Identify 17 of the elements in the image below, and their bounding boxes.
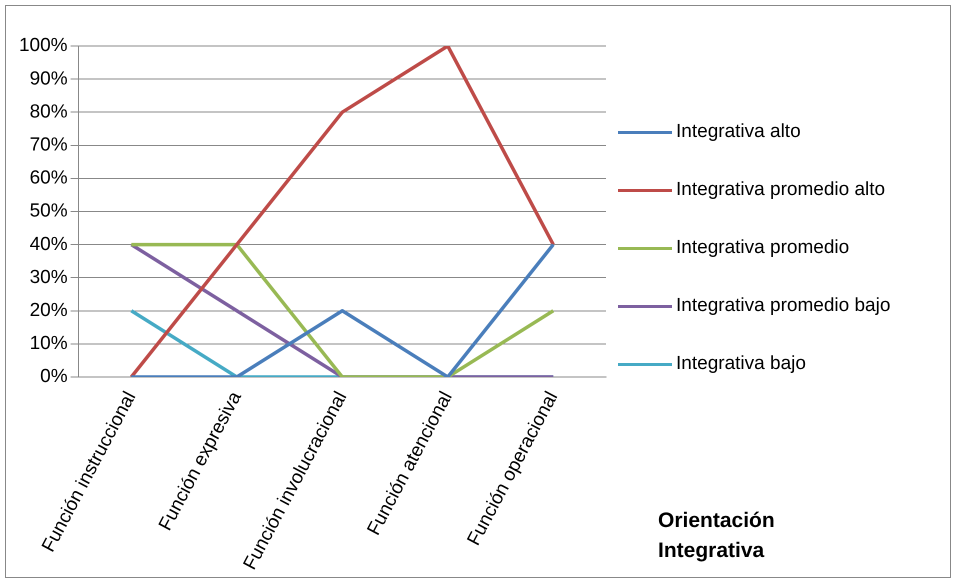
- y-tick-label: 40%: [30, 234, 68, 255]
- legend-label: Integrativa promedio alto: [676, 178, 886, 202]
- legend-label: Integrativa promedio bajo: [676, 294, 890, 318]
- y-tick-label: 70%: [30, 134, 68, 156]
- legend-label: Integrativa promedio: [676, 236, 850, 260]
- y-tick-label: 50%: [30, 200, 68, 222]
- legend-label: Integrativa bajo: [676, 352, 806, 376]
- legend-label: Integrativa alto: [676, 120, 801, 144]
- y-tick-label: 100%: [18, 35, 68, 56]
- y-tick-label: 0%: [40, 366, 68, 388]
- y-tick-label: 90%: [30, 68, 68, 90]
- y-tick-label: 30%: [30, 266, 68, 288]
- y-tick-label: 20%: [30, 300, 68, 322]
- y-tick-label: 10%: [30, 333, 68, 354]
- y-tick-label: 60%: [30, 168, 68, 189]
- x-axis-title: Orientación Integrativa: [658, 508, 776, 564]
- y-tick-label: 80%: [30, 101, 68, 122]
